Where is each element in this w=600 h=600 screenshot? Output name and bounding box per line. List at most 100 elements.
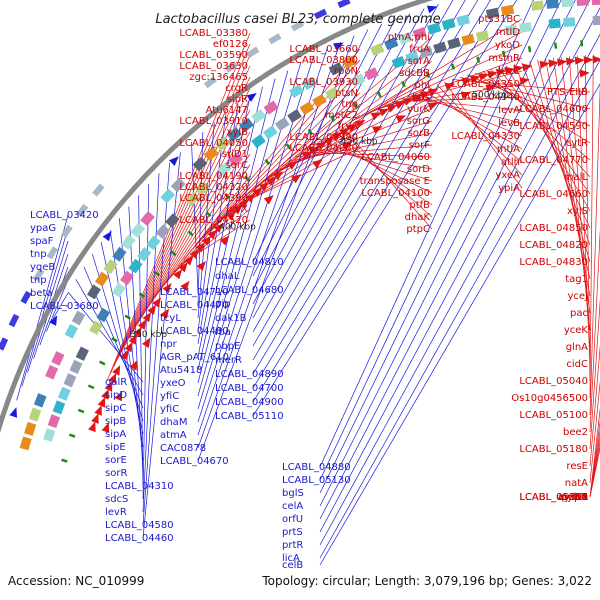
forward-gene-arrow bbox=[184, 255, 194, 266]
reverse-gene-label: tcyL bbox=[160, 313, 181, 324]
forward-gene-arrow bbox=[266, 176, 277, 186]
forward-connector bbox=[154, 164, 251, 298]
feature-block bbox=[262, 125, 278, 140]
reverse-connector bbox=[46, 279, 69, 332]
feature-block bbox=[576, 0, 589, 6]
feature-block bbox=[328, 62, 344, 76]
feature-block bbox=[146, 235, 161, 251]
reverse-gene-label: LCABL_04470 bbox=[160, 300, 229, 311]
tick-mark bbox=[476, 56, 481, 63]
forward-gene-arrow bbox=[427, 102, 439, 111]
reverse-gene-label: yqeB bbox=[30, 262, 55, 273]
forward-gene-arrow bbox=[252, 187, 263, 198]
forward-connector bbox=[363, 44, 523, 116]
forward-gene-label: xylS bbox=[567, 206, 588, 217]
forward-gene-label: ptfB bbox=[409, 200, 430, 211]
forward-gene-arrow bbox=[394, 101, 406, 110]
forward-gene-arrow bbox=[207, 229, 218, 240]
forward-connector bbox=[451, 79, 591, 93]
forward-gene-label: resE bbox=[566, 461, 588, 472]
reverse-gene-label: LCABL_04710 bbox=[160, 287, 229, 298]
forward-gene-arrow bbox=[331, 132, 343, 141]
forward-gene-arrow bbox=[178, 262, 188, 273]
forward-gene-label: pac bbox=[570, 308, 588, 319]
forward-gene-label: sipR bbox=[227, 94, 248, 105]
tick-mark bbox=[307, 128, 313, 136]
forward-gene-label: mtlA bbox=[497, 144, 520, 155]
reverse-gene-label: licA bbox=[282, 553, 300, 564]
forward-gene-arrow bbox=[124, 341, 133, 353]
reverse-gene-label: LCABL_04680 bbox=[215, 285, 284, 296]
forward-connector bbox=[474, 72, 591, 144]
forward-gene-label: zgc:136465 bbox=[189, 72, 248, 83]
reverse-gene-label: LCABL_04700 bbox=[215, 383, 284, 394]
tick-mark bbox=[170, 250, 177, 256]
forward-connector bbox=[589, 298, 600, 450]
tick-mark bbox=[353, 102, 359, 110]
forward-gene-arrow bbox=[114, 390, 123, 402]
forward-gene-label: sorC bbox=[226, 160, 248, 171]
forward-connector bbox=[244, 48, 433, 197]
tick-mark bbox=[111, 337, 118, 343]
forward-gene-arrow bbox=[147, 304, 157, 315]
forward-gene-label: LCABL_04060 bbox=[361, 152, 430, 163]
reverse-connector bbox=[319, 83, 600, 566]
reverse-gene-label: LCABL_04810 bbox=[215, 257, 284, 268]
forward-gene-arrow bbox=[301, 150, 313, 160]
forward-gene-arrow bbox=[316, 141, 327, 151]
forward-gene-label: ykoD bbox=[495, 40, 520, 51]
forward-gene-arrow bbox=[378, 108, 390, 117]
forward-connector bbox=[589, 380, 600, 484]
tick-mark bbox=[330, 115, 336, 122]
feature-block bbox=[325, 86, 340, 101]
forward-gene-arrow bbox=[592, 55, 600, 64]
feature-block bbox=[89, 320, 103, 335]
reverse-connector bbox=[252, 0, 454, 347]
forward-gene-label: LCABL_03380 bbox=[179, 28, 248, 39]
forward-gene-arrow bbox=[427, 88, 439, 97]
forward-gene-arrow bbox=[309, 146, 320, 155]
reverse-connector bbox=[138, 195, 144, 487]
forward-gene-label: frvA bbox=[338, 121, 359, 132]
outer-feature-block bbox=[203, 76, 217, 89]
feature-block bbox=[121, 234, 136, 250]
forward-gene-label: aroD4 bbox=[558, 492, 588, 503]
feature-block bbox=[45, 364, 59, 380]
forward-gene-arrow bbox=[519, 77, 530, 86]
feature-block bbox=[195, 181, 211, 197]
tick-mark bbox=[285, 143, 292, 150]
forward-gene-arrow bbox=[470, 75, 481, 83]
forward-gene-arrow bbox=[137, 319, 147, 330]
reverse-gene-label: tnp bbox=[30, 249, 47, 260]
reverse-connector bbox=[319, 7, 600, 533]
forward-gene-arrow bbox=[495, 68, 507, 77]
forward-gene-label: LCABL_04340 bbox=[451, 92, 520, 103]
reverse-connector bbox=[142, 173, 160, 513]
feature-block bbox=[63, 373, 77, 388]
forward-gene-label: tnp bbox=[341, 99, 358, 110]
forward-gene-label: transposase E bbox=[360, 176, 430, 187]
feature-block bbox=[137, 247, 152, 262]
feature-block bbox=[28, 407, 42, 422]
feature-block bbox=[75, 346, 89, 361]
tick-mark bbox=[68, 433, 76, 438]
feature-block bbox=[160, 188, 176, 204]
forward-connector bbox=[576, 55, 591, 365]
forward-gene-label: LCABL_04100 bbox=[361, 188, 430, 199]
forward-connector bbox=[106, 32, 251, 381]
forward-gene-arrow bbox=[419, 91, 431, 100]
forward-gene-label: pts31BC bbox=[478, 14, 520, 25]
reverse-gene-label: pip bbox=[215, 299, 230, 310]
forward-gene-label: ypiA bbox=[498, 183, 520, 194]
reverse-connector bbox=[21, 227, 69, 387]
feature-block bbox=[530, 0, 544, 11]
reverse-connector bbox=[252, 0, 479, 375]
reverse-gene-label: LCABL_03420 bbox=[30, 210, 99, 221]
forward-gene-label: sriD1 bbox=[222, 149, 248, 160]
feature-block bbox=[24, 421, 37, 436]
tick-mark bbox=[61, 458, 68, 463]
feature-block bbox=[561, 0, 574, 8]
forward-gene-label: levC bbox=[498, 66, 520, 77]
forward-gene-label: LCABL_03910 bbox=[179, 116, 248, 127]
